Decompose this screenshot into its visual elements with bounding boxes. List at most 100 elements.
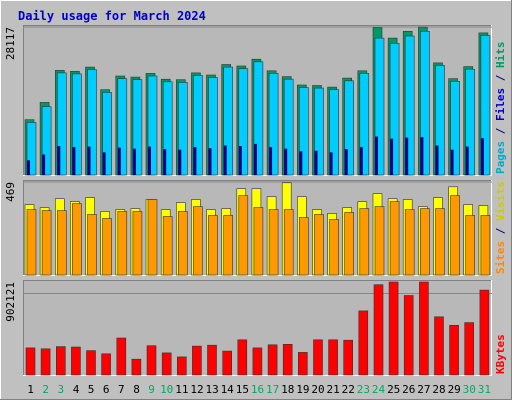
bar-kbytes-day-24 (373, 284, 384, 376)
bar-files-day-11 (178, 82, 188, 176)
bar-files-day-30 (465, 68, 476, 176)
bar-sites-day-28 (435, 208, 445, 276)
bar-kbytes-day-25 (388, 281, 399, 376)
bar-pages-day-6 (102, 152, 106, 175)
legend-entry-visits: Visits (494, 181, 507, 221)
day-label-12: 12 (190, 383, 203, 396)
bar-files-day-15 (238, 68, 249, 176)
bar-sites-day-16 (253, 207, 264, 276)
bar-kbytes-day-4 (71, 346, 81, 376)
bar-sites-day-30 (465, 215, 476, 276)
bar-pages-day-22 (344, 149, 348, 175)
bar-files-day-18 (283, 78, 294, 176)
bar-kbytes-day-18 (282, 343, 293, 376)
bar-sites-day-1 (26, 209, 37, 276)
bar-kbytes-day-20 (313, 339, 323, 376)
bar-kbytes-day-10 (161, 352, 172, 376)
bar-kbytes-day-7 (116, 337, 127, 376)
day-label-18: 18 (281, 383, 294, 396)
day-label-22: 22 (342, 383, 355, 396)
bar-pages-day-13 (208, 148, 212, 175)
panel-hits-legend: Pages / Files / Hits (494, 42, 507, 175)
bar-files-day-28 (435, 65, 445, 176)
bar-sites-day-31 (480, 215, 491, 276)
bar-files-day-27 (420, 30, 430, 176)
bar-kbytes-day-30 (464, 322, 475, 376)
panel-visits-ymax-label: 469 (4, 182, 17, 202)
bar-files-day-31 (480, 35, 491, 176)
bar-sites-day-24 (374, 206, 385, 276)
bar-kbytes-day-15 (237, 339, 248, 376)
bar-kbytes-day-2 (40, 348, 51, 376)
legend-entry-pages: Pages (494, 141, 507, 174)
bar-sites-day-3 (56, 210, 67, 276)
day-label-2: 2 (42, 383, 49, 396)
bar-kbytes-day-19 (297, 352, 308, 376)
panel-visits: 469 Sites / Visits (4, 180, 507, 276)
bar-kbytes-day-31 (479, 289, 490, 376)
bar-pages-day-4 (72, 147, 76, 175)
bar-pages-day-17 (269, 147, 273, 175)
bar-sites-day-14 (223, 215, 233, 276)
bar-files-day-16 (253, 61, 264, 176)
day-label-30: 30 (463, 383, 476, 396)
bar-pages-day-21 (329, 152, 333, 175)
bar-pages-day-10 (163, 149, 167, 175)
bar-pages-day-9 (148, 146, 151, 175)
panel-kbytes-legend: KBytes (494, 334, 507, 374)
bar-sites-day-19 (298, 217, 309, 276)
bar-files-day-25 (389, 43, 400, 176)
bar-kbytes-day-27 (419, 281, 429, 376)
panel-kbytes-ymax-label: 902121 (4, 282, 17, 322)
day-label-19: 19 (296, 383, 309, 396)
bar-kbytes-day-14 (222, 350, 232, 376)
bar-pages-day-26 (405, 137, 409, 175)
bar-files-day-12 (193, 75, 203, 176)
day-label-6: 6 (103, 383, 110, 396)
day-label-28: 28 (432, 383, 445, 396)
bar-kbytes-day-6 (101, 353, 111, 376)
bar-sites-day-11 (178, 211, 188, 276)
bar-files-day-13 (208, 77, 218, 176)
bar-pages-day-23 (359, 147, 363, 175)
day-label-24: 24 (372, 383, 386, 396)
bar-sites-day-23 (359, 208, 370, 276)
day-label-20: 20 (311, 383, 324, 396)
day-label-15: 15 (236, 383, 249, 396)
bar-pages-day-2 (42, 154, 46, 175)
bar-files-day-2 (41, 106, 52, 176)
day-label-16: 16 (251, 383, 264, 396)
day-label-10: 10 (160, 383, 173, 396)
bar-files-day-24 (374, 37, 385, 176)
panel-visits-legend: Sites / Visits (494, 181, 507, 274)
bar-pages-day-29 (450, 149, 454, 175)
bar-files-day-5 (87, 69, 97, 176)
day-label-9: 9 (148, 383, 155, 396)
bar-pages-day-19 (299, 151, 303, 175)
bar-sites-day-13 (208, 215, 218, 276)
day-label-29: 29 (448, 383, 461, 396)
bar-sites-day-6 (102, 218, 112, 276)
bar-pages-day-7 (117, 147, 121, 175)
bar-pages-day-27 (420, 137, 424, 175)
bar-pages-day-18 (284, 148, 288, 175)
day-label-7: 7 (118, 383, 125, 396)
panel-hits: 28117 Pages / Files / Hits (4, 25, 507, 176)
bar-kbytes-day-23 (358, 310, 369, 376)
bar-kbytes-day-22 (343, 339, 354, 376)
day-label-13: 13 (205, 383, 218, 396)
bar-sites-day-22 (344, 212, 355, 276)
bar-sites-day-7 (117, 211, 128, 276)
bar-files-day-10 (162, 81, 173, 176)
bar-files-day-29 (450, 81, 460, 176)
bar-pages-day-8 (132, 148, 136, 175)
bar-pages-day-20 (314, 150, 318, 175)
bar-kbytes-day-5 (86, 350, 96, 376)
bar-sites-day-18 (283, 209, 294, 276)
bar-files-day-20 (314, 87, 324, 176)
bar-kbytes-day-1 (25, 347, 36, 376)
day-label-25: 25 (387, 383, 400, 396)
bar-pages-day-5 (87, 146, 91, 175)
bar-files-day-19 (298, 87, 309, 176)
